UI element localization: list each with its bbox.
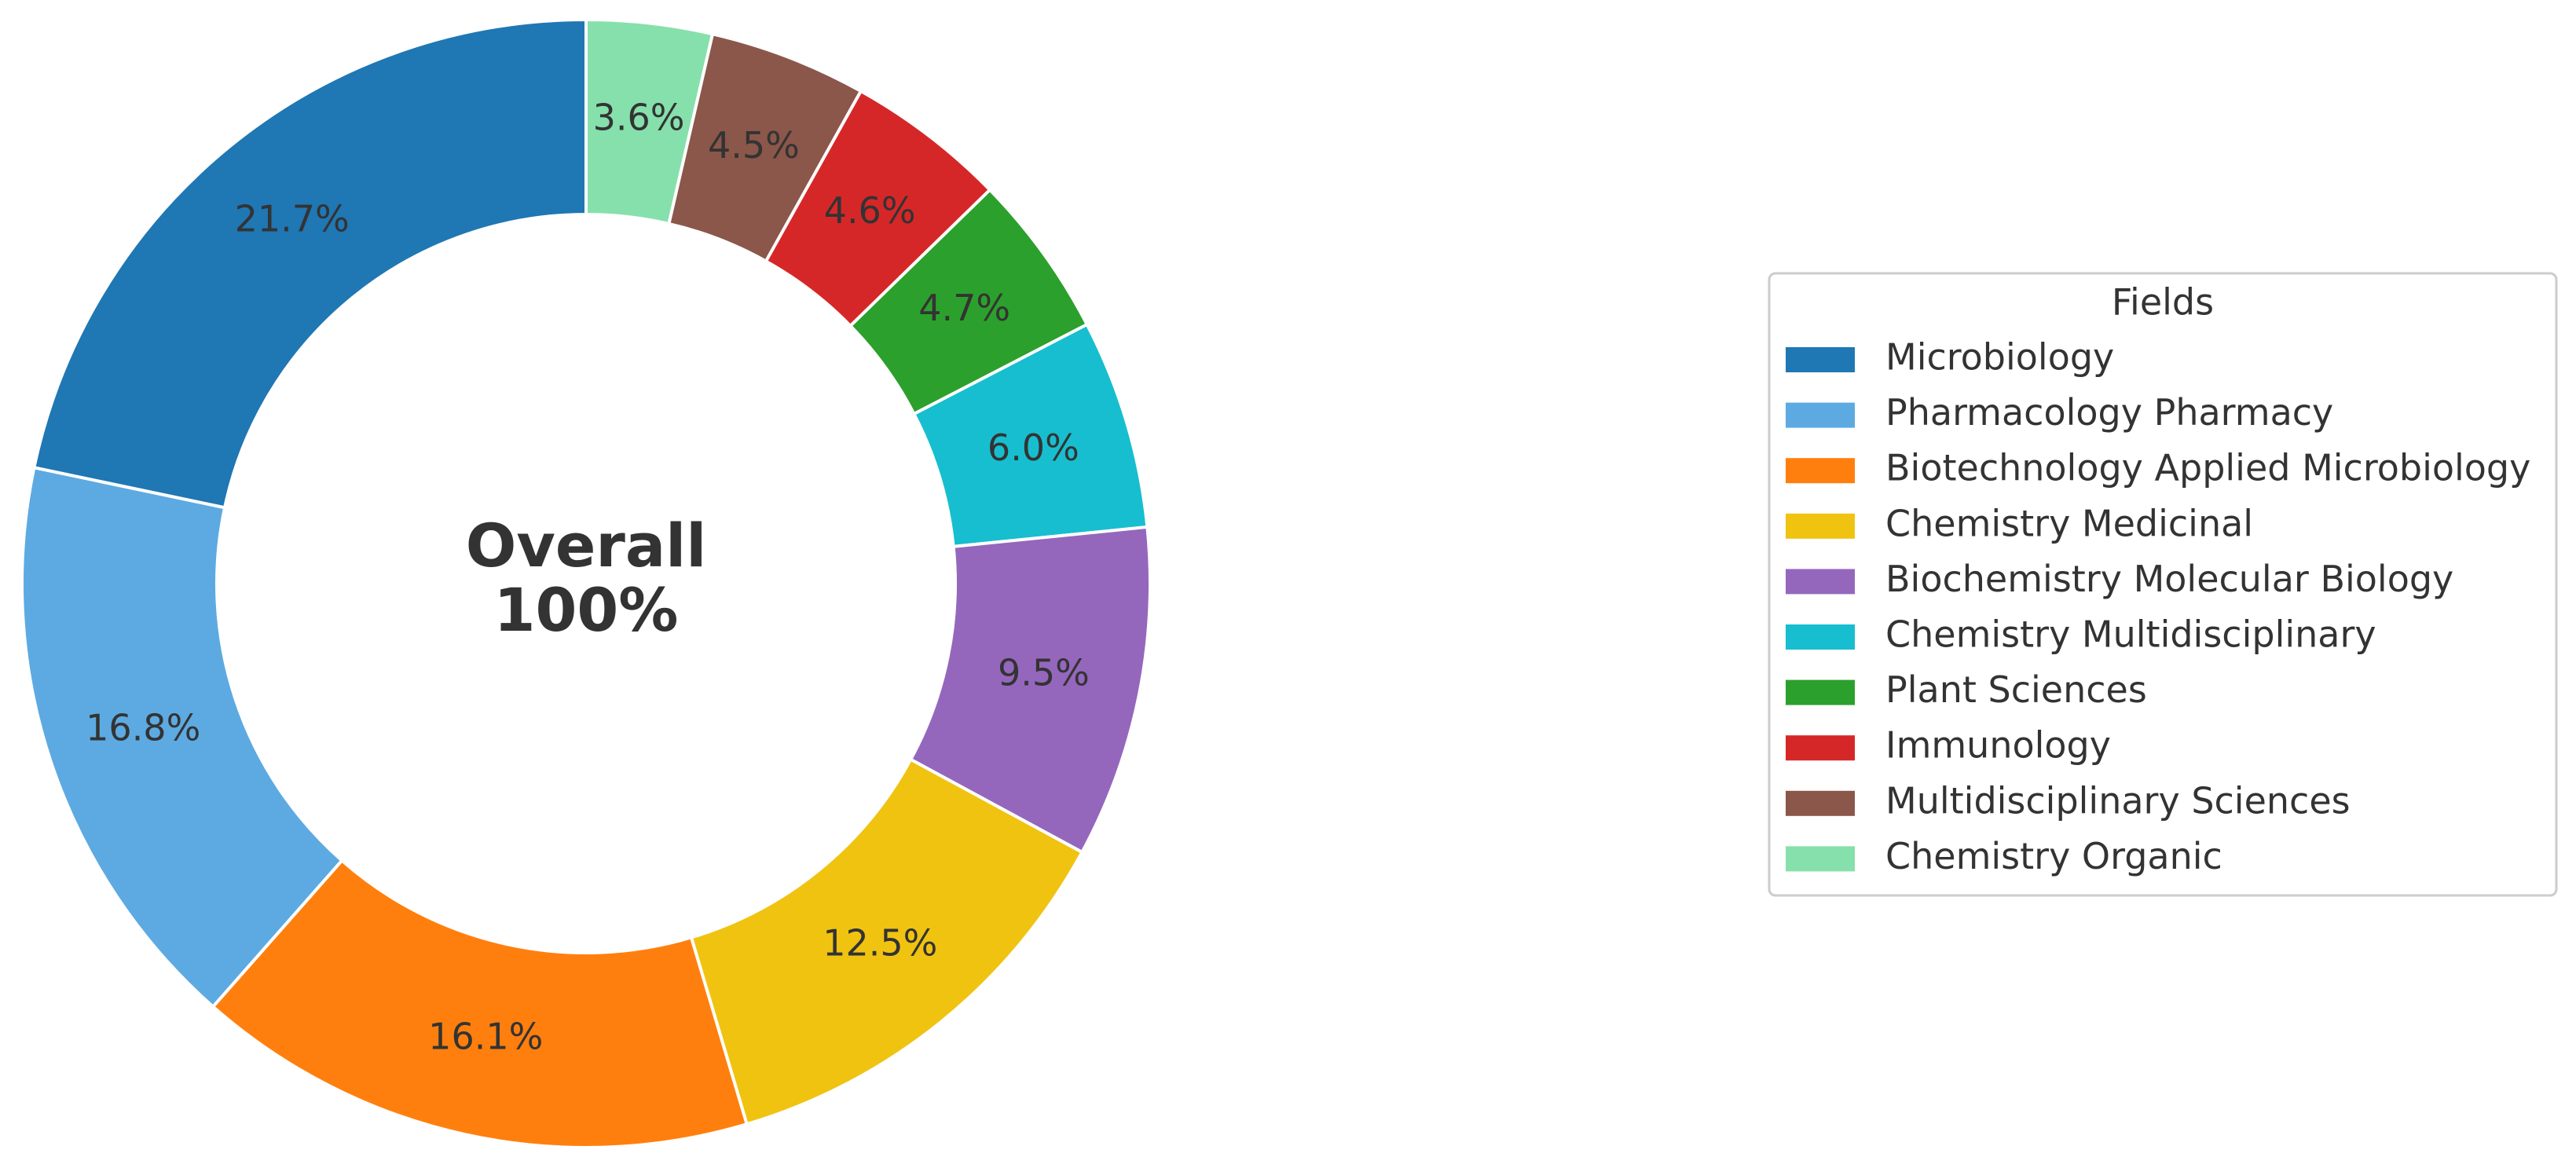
- legend-swatch-chemistry-multidisciplinary: [1786, 624, 1855, 650]
- legend-label-microbiology: Microbiology: [1885, 336, 2114, 379]
- legend-label-chemistry-multidisciplinary: Chemistry Multidisciplinary: [1885, 613, 2376, 656]
- slice-label-biotechnology-applied-microbiology: 16.1%: [428, 1016, 543, 1058]
- legend-items: Microbiology Pharmacology Pharmacy Biotech…: [1786, 336, 2530, 877]
- legend-swatch-immunology: [1786, 735, 1855, 761]
- slice-biotechnology-applied-microbiology: [211, 858, 749, 1149]
- legend: Fields Microbiology Pharmacology Pharmacy…: [1768, 272, 2558, 897]
- slice-label-chemistry-organic: 3.6%: [593, 96, 685, 138]
- legend-title: Fields: [2112, 281, 2214, 324]
- legend-label-pharmacology-pharmacy: Pharmacology Pharmacy: [1885, 391, 2333, 434]
- legend-label-chemistry-medicinal: Chemistry Medicinal: [1885, 502, 2253, 544]
- slice-label-plant-sciences: 4.7%: [918, 287, 1010, 329]
- legend-label-immunology: Immunology: [1885, 724, 2111, 767]
- donut-slice-labels: 3.6% 4.5% 4.6% 4.7% 6.0% 9.5% 12.5% 16.1% 16.8% 2…: [86, 96, 1090, 1057]
- legend-frame: [1768, 272, 2558, 897]
- slice-label-biochemistry-molecular-biology: 9.5%: [998, 651, 1090, 694]
- slice-chemistry-medicinal: [689, 757, 1085, 1126]
- donut-slices: [20, 17, 1152, 1149]
- legend-swatch-multidisciplinary-sciences: [1786, 790, 1855, 816]
- legend-label-biochemistry-molecular-biology: Biochemistry Molecular Biology: [1885, 558, 2453, 600]
- donut-center: Overall 100%: [466, 511, 707, 645]
- legend-label-plant-sciences: Plant Sciences: [1885, 668, 2147, 711]
- legend-swatch-plant-sciences: [1786, 679, 1855, 705]
- legend-swatch-chemistry-organic: [1786, 846, 1855, 872]
- legend-swatch-microbiology: [1786, 347, 1855, 372]
- legend-label-chemistry-organic: Chemistry Organic: [1885, 835, 2222, 877]
- legend-swatch-chemistry-medicinal: [1786, 513, 1855, 539]
- center-text-line-1: Overall: [466, 511, 707, 580]
- center-text-line-2: 100%: [494, 575, 679, 645]
- slice-label-chemistry-medicinal: 12.5%: [823, 922, 937, 965]
- legend-swatch-pharmacology-pharmacy: [1786, 402, 1855, 428]
- slice-label-immunology: 4.6%: [824, 189, 916, 232]
- legend-label-biotechnology-applied-microbiology: Biotechnology Applied Microbiology: [1885, 447, 2530, 489]
- legend-swatch-biotechnology-applied-microbiology: [1786, 458, 1855, 484]
- slice-label-multidisciplinary-sciences: 4.5%: [708, 124, 800, 167]
- slice-pharmacology-pharmacy: [20, 465, 345, 1009]
- slice-label-chemistry-multidisciplinary: 6.0%: [988, 427, 1079, 469]
- legend-swatch-biochemistry-molecular-biology: [1786, 569, 1855, 595]
- legend-label-multidisciplinary-sciences: Multidisciplinary Sciences: [1885, 779, 2351, 822]
- slice-label-pharmacology-pharmacy: 16.8%: [86, 707, 200, 749]
- slice-microbiology: [32, 17, 588, 510]
- slice-label-microbiology: 21.7%: [235, 197, 350, 240]
